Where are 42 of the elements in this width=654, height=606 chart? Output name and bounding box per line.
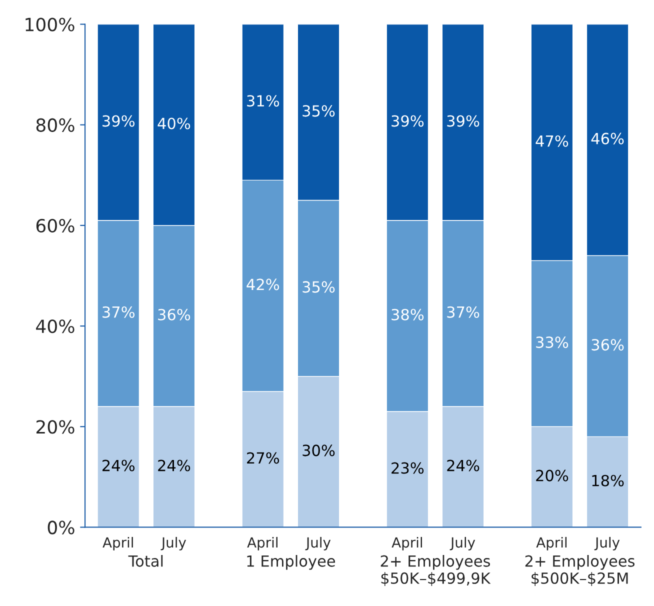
data-label: 47% — [536, 135, 568, 147]
data-label: 33% — [536, 336, 568, 348]
data-label: 37% — [102, 306, 135, 318]
data-label: 40% — [158, 118, 190, 130]
text: Total — [128, 555, 163, 567]
data-label: 39% — [102, 115, 135, 127]
y-tick-label: 80% — [36, 118, 74, 132]
x-tick-label: April — [536, 536, 567, 550]
data-label: 36% — [592, 339, 624, 351]
x-tick-label: April — [392, 536, 422, 550]
x-tick-label: July — [160, 536, 186, 550]
data-label: 30% — [302, 444, 335, 456]
data-label: 35% — [302, 281, 335, 293]
x-tick-label: July — [594, 536, 620, 550]
data-label: 35% — [302, 105, 335, 117]
y-tick-label: 40% — [36, 319, 74, 334]
x-tick-label: April — [102, 536, 133, 550]
data-label: 39% — [392, 115, 424, 127]
y-tick-label: 0% — [48, 520, 74, 534]
data-label: 24% — [102, 460, 135, 472]
data-label: 18% — [592, 474, 624, 486]
text: 2+ Employees $50K–$499,9K — [380, 555, 491, 586]
data-label: 36% — [158, 308, 190, 320]
y-tick-label: 20% — [36, 420, 74, 434]
data-label: 31% — [247, 95, 280, 107]
data-label: 24% — [447, 460, 480, 472]
x-tick-label: April — [247, 536, 278, 550]
data-label: 37% — [447, 306, 480, 318]
y-tick-label: 60% — [36, 218, 74, 233]
data-label: 23% — [392, 462, 424, 474]
data-label: 39% — [447, 115, 480, 127]
text: 1 Employee — [247, 555, 336, 570]
data-label: 38% — [392, 308, 424, 320]
x-tick-label: July — [305, 536, 331, 550]
y-tick-label: 100% — [26, 18, 74, 32]
data-label: 24% — [158, 460, 190, 472]
data-label: 46% — [591, 132, 624, 144]
x-tick-label: July — [450, 536, 476, 550]
data-label: 20% — [536, 470, 568, 482]
text: 2+ Employees $500K–$25M — [525, 555, 635, 586]
data-label: 27% — [247, 452, 280, 464]
data-label: 42% — [246, 278, 280, 290]
